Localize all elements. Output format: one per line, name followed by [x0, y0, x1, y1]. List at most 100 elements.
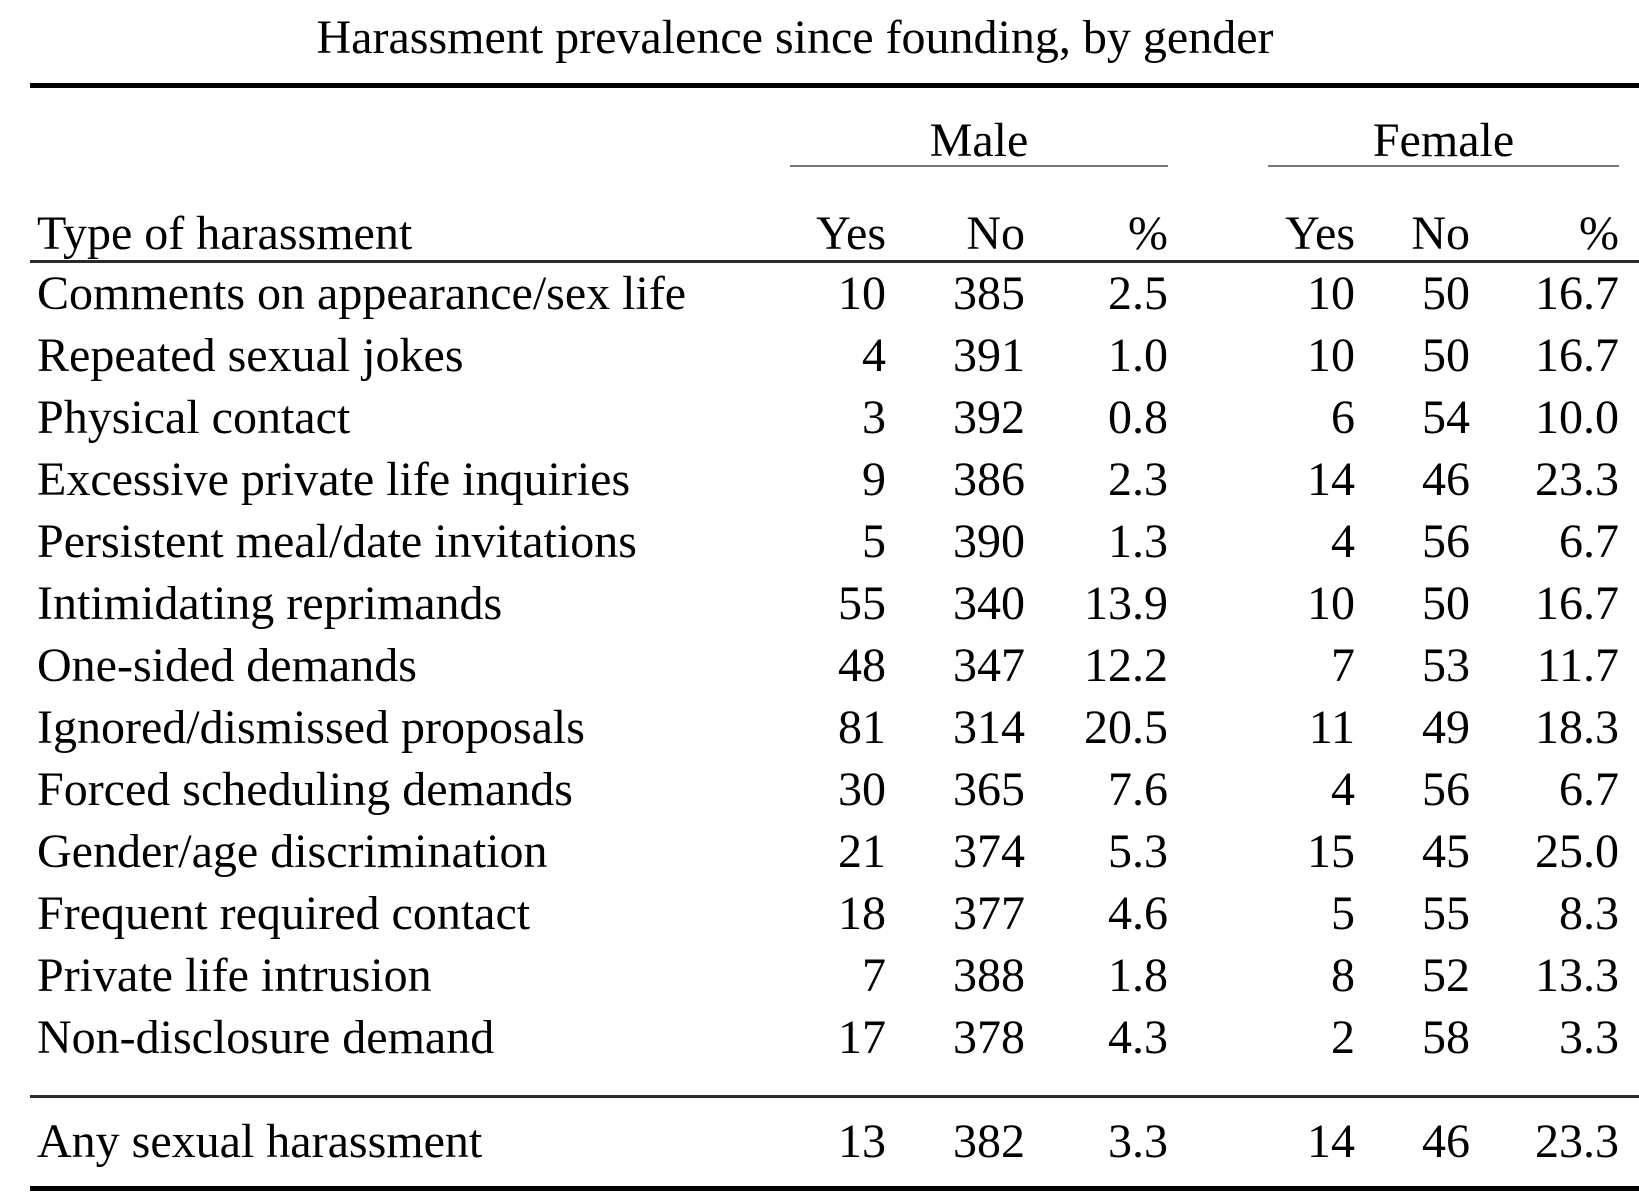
cell-male-yes: 7 [862, 949, 886, 1002]
row-label: Excessive private life inquiries [37, 453, 631, 506]
cell-female-yes: 14 [1307, 453, 1355, 506]
cell-female-no: 50 [1422, 577, 1470, 630]
cell-male-pct: 2.3 [1108, 453, 1168, 506]
cell-male-pct: 1.8 [1108, 949, 1168, 1002]
cell-male-no: 378 [953, 1011, 1025, 1064]
cell-female-pct: 3.3 [1559, 1011, 1619, 1064]
table-row: Ignored/dismissed proposals 81 314 20.5 … [30, 697, 1639, 759]
cell-female-no: 56 [1422, 763, 1470, 816]
row-edge-spacer [1619, 635, 1639, 697]
cell-female-no: 50 [1422, 267, 1470, 320]
cell-male-no: 390 [953, 515, 1025, 568]
col-header-male-pct: % [1025, 166, 1168, 263]
row-label: Any sexual harassment [30, 1095, 790, 1189]
cell-male-pct: 20.5 [1084, 701, 1168, 754]
cell-male-pct: 12.2 [1084, 639, 1168, 692]
table-row: Comments on appearance/sex life 10 385 2… [30, 262, 1639, 326]
cell-male-yes: 5 [862, 515, 886, 568]
cell-male-yes: 4 [862, 329, 886, 382]
row-label: Physical contact [37, 391, 351, 444]
cell-female-no: 55 [1422, 887, 1470, 940]
cell-female-no: 54 [1422, 391, 1470, 444]
row-label: Non-disclosure demand [37, 1011, 495, 1064]
row-label: Gender/age discrimination [37, 825, 548, 878]
cell-female-yes: 6 [1331, 391, 1355, 444]
table-row: Repeated sexual jokes 4 391 1.0 10 50 16… [30, 325, 1639, 387]
row-edge-spacer [1619, 759, 1639, 821]
cell-male-no: 391 [953, 329, 1025, 382]
cell-male-no: 347 [953, 639, 1025, 692]
cell-female-yes: 4 [1331, 763, 1355, 816]
cell-female-pct: 23.3 [1535, 453, 1619, 506]
row-gap [1168, 573, 1268, 635]
col-header-male-no: No [886, 166, 1025, 263]
cell-male-no: 340 [953, 577, 1025, 630]
group-gap [1168, 86, 1268, 167]
row-label: Private life intrusion [37, 949, 432, 1002]
table-row: Non-disclosure demand 17 378 4.3 2 58 3.… [30, 1007, 1639, 1097]
cell-male-yes: 17 [838, 1011, 886, 1064]
cell-male-yes: 10 [838, 267, 886, 320]
cell-male-yes: 18 [838, 887, 886, 940]
table-row: Intimidating reprimands 55 340 13.9 10 5… [30, 573, 1639, 635]
row-gap [1168, 1007, 1268, 1097]
table-row: Forced scheduling demands 30 365 7.6 4 5… [30, 759, 1639, 821]
cell-female-yes: 2 [1331, 1011, 1355, 1064]
table-body: Comments on appearance/sex life 10 385 2… [30, 262, 1639, 1097]
cell-male-yes: 48 [838, 639, 886, 692]
cell-male-yes: 13 [790, 1095, 886, 1189]
row-gap [1168, 635, 1268, 697]
table-row: Gender/age discrimination 21 374 5.3 15 … [30, 821, 1639, 883]
cell-female-yes: 5 [1331, 887, 1355, 940]
row-gap [1168, 325, 1268, 387]
cell-female-pct: 18.3 [1535, 701, 1619, 754]
cell-male-no: 385 [953, 267, 1025, 320]
cell-female-no: 56 [1422, 515, 1470, 568]
cell-female-no: 45 [1422, 825, 1470, 878]
row-edge-spacer [1619, 697, 1639, 759]
cell-female-yes: 15 [1307, 825, 1355, 878]
cell-female-no: 49 [1422, 701, 1470, 754]
table-summary: Any sexual harassment 13 382 3.3 14 46 2… [30, 1095, 1639, 1189]
cell-female-yes: 10 [1307, 577, 1355, 630]
column-header-row: Type of harassment Yes No % Yes No % [30, 166, 1639, 263]
row-gap [1168, 387, 1268, 449]
summary-row: Any sexual harassment 13 382 3.3 14 46 2… [30, 1095, 1639, 1189]
row-gap [1168, 821, 1268, 883]
cell-male-pct: 4.6 [1108, 887, 1168, 940]
row-edge-spacer [1619, 1007, 1639, 1097]
cell-female-yes: 10 [1307, 267, 1355, 320]
row-gap [1168, 449, 1268, 511]
table-title: Harassment prevalence since founding, by… [316, 11, 1274, 64]
row-label: Repeated sexual jokes [37, 329, 464, 382]
cell-male-yes: 9 [862, 453, 886, 506]
cell-female-yes: 8 [1331, 949, 1355, 1002]
cell-male-pct: 2.5 [1108, 267, 1168, 320]
header-edge-spacer [1619, 166, 1639, 263]
group-header-row: Male Female [30, 85, 1639, 167]
cell-male-pct: 1.0 [1108, 329, 1168, 382]
cell-male-no: 382 [886, 1095, 1025, 1189]
row-gap [1168, 1095, 1268, 1189]
cell-female-pct: 11.7 [1536, 639, 1619, 692]
row-edge-spacer [1619, 883, 1639, 945]
cell-male-yes: 81 [838, 701, 886, 754]
cell-male-no: 386 [953, 453, 1025, 506]
cell-male-no: 374 [953, 825, 1025, 878]
table-header: Male Female Type of harassment Yes No % … [30, 85, 1639, 263]
cell-female-yes: 10 [1307, 329, 1355, 382]
group-header-female: Female [1268, 85, 1619, 167]
cell-female-no: 58 [1422, 1011, 1470, 1064]
row-gap [1168, 262, 1268, 326]
col-header-female-yes: Yes [1268, 166, 1355, 263]
cell-male-yes: 21 [838, 825, 886, 878]
cell-male-pct: 5.3 [1108, 825, 1168, 878]
cell-female-pct: 13.3 [1535, 949, 1619, 1002]
row-label: One-sided demands [37, 639, 417, 692]
col-header-female-pct: % [1470, 166, 1619, 263]
cell-male-no: 314 [953, 701, 1025, 754]
row-header-label: Type of harassment [30, 166, 790, 263]
cell-female-pct: 10.0 [1535, 391, 1619, 444]
cell-male-yes: 55 [838, 577, 886, 630]
table-row: Physical contact 3 392 0.8 6 54 10.0 [30, 387, 1639, 449]
